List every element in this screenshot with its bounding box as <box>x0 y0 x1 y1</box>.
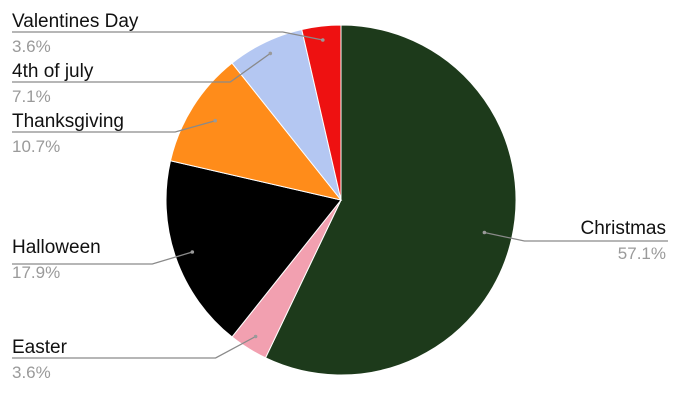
leader-dot-halloween <box>190 250 195 254</box>
leader-line-christmas <box>484 231 668 242</box>
pie-slices <box>165 24 517 376</box>
leader-line-valentines-day <box>12 31 323 41</box>
pie-slice-thanksgiving <box>169 62 343 201</box>
leader-dot-christmas <box>482 230 487 235</box>
leader-dot-4th-of-july <box>268 51 273 56</box>
slice-percent-halloween: 17.9% <box>12 263 60 282</box>
leader-line-easter <box>12 335 256 359</box>
slice-label-halloween: Halloween <box>12 237 101 258</box>
leader-lines <box>12 31 668 359</box>
slice-percent-christmas: 57.1% <box>618 244 666 263</box>
slice-percent-thanksgiving: 10.7% <box>12 137 60 156</box>
slice-label-easter: Easter <box>12 337 68 358</box>
leader-dot-valentines-day <box>321 38 325 42</box>
leader-dot-easter <box>253 334 258 339</box>
slice-label-4th-of-july: 4th of july <box>12 61 94 82</box>
slice-percent-4th-of-july: 7.1% <box>12 87 51 106</box>
leader-dot-thanksgiving <box>213 118 217 123</box>
leader-line-thanksgiving <box>12 120 216 133</box>
slice-labels: Christmas 57.1% Easter 3.6% Halloween 17.9% Th… <box>12 11 666 382</box>
leader-line-halloween <box>12 251 193 265</box>
slice-label-thanksgiving: Thanksgiving <box>12 111 124 132</box>
pie-slice-halloween <box>165 160 342 338</box>
pie-slice-valentines-day <box>301 24 342 201</box>
leader-line-4th-of-july <box>12 52 271 83</box>
slice-percent-easter: 3.6% <box>12 363 51 382</box>
slice-label-valentines-day: Valentines Day <box>12 11 139 32</box>
slice-percent-valentines-day: 3.6% <box>12 37 51 56</box>
slice-label-christmas: Christmas <box>580 218 666 239</box>
